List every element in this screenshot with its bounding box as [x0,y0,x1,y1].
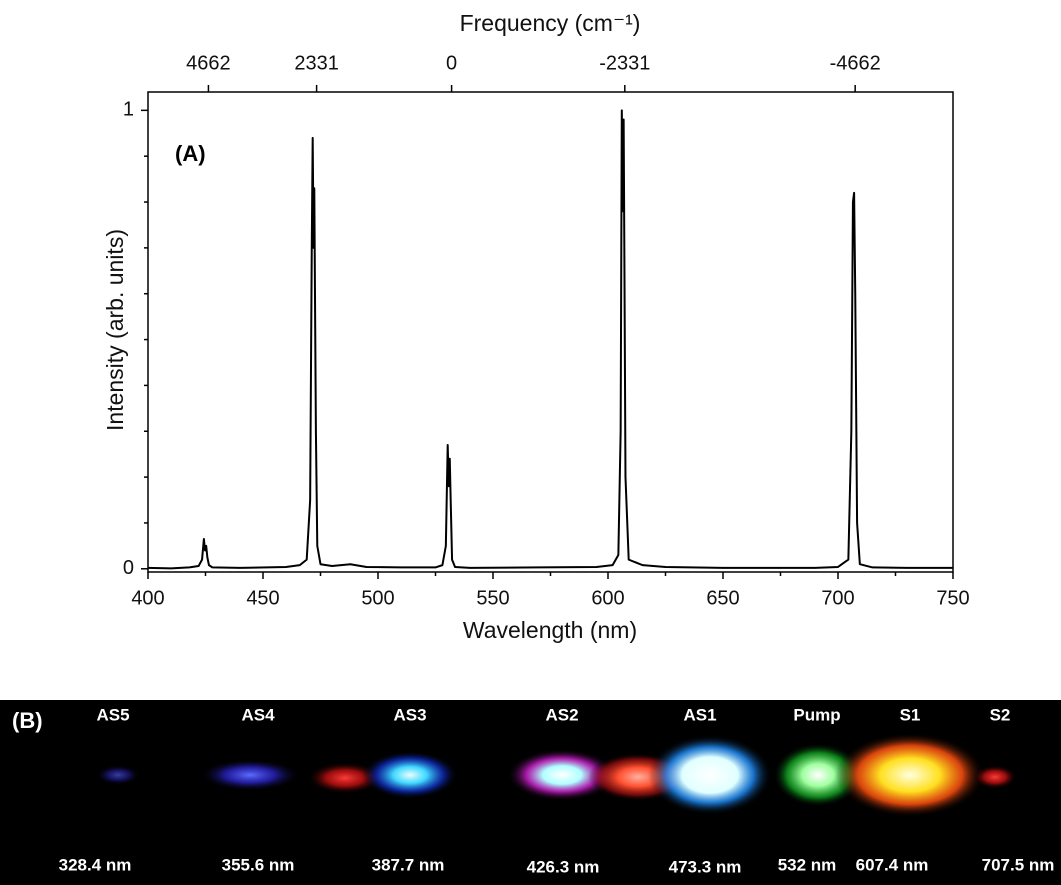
panel-label: (B) [12,708,43,733]
line-name: AS5 [96,705,129,724]
x-tick-label: 650 [706,587,739,609]
x2-tick-label: 0 [446,52,457,74]
line-name: S2 [990,705,1011,724]
spectrum-line [147,109,953,570]
x-tick-label: 550 [476,587,509,609]
line-name: AS4 [241,705,275,724]
line-name: AS3 [393,705,426,724]
y-axis-title: Intensity (arb. units) [102,229,128,431]
photo-panel: (B) AS5 AS4 AS3 AS2 AS1 Pump S1 S2 328.4… [0,700,1061,885]
line-name: S1 [900,705,921,724]
line-wavelength: 387.7 nm [372,855,445,874]
beam-spot [96,765,140,785]
x-tick-label: 500 [361,587,394,609]
x-tick-label: 400 [131,587,164,609]
line-name: Pump [793,705,840,724]
x-axis-title: Wavelength (nm) [463,617,637,643]
beam-spot [507,749,617,801]
y-tick-label: 1 [123,99,134,121]
line-wavelength: 355.6 nm [222,855,295,874]
beam-spot [362,751,458,799]
beam-spot [973,765,1017,789]
line-wavelength: 473.3 nm [669,857,742,876]
line-name: AS2 [545,705,578,724]
beam-spot [648,735,772,815]
line-wavelength: 328.4 nm [59,855,132,874]
x2-tick-label: -2331 [599,52,650,74]
line-name: AS1 [683,705,716,724]
panel-label: (A) [175,141,206,166]
line-wavelength: 426.3 nm [527,857,600,876]
x2-tick-label: -4662 [830,52,881,74]
x2-tick-label: 2331 [294,52,339,74]
x2-axis-title: Frequency (cm⁻¹) [460,10,641,36]
plot-frame [147,91,954,573]
x-tick-label: 750 [936,587,969,609]
beam-spot [773,743,863,807]
x-tick-label: 600 [591,587,624,609]
x-tick-label: 450 [246,587,279,609]
beam-spot [200,759,300,791]
line-wavelength: 532 nm [778,855,837,874]
x-tick-label: 700 [821,587,854,609]
line-wavelength: 607.4 nm [856,855,929,874]
x2-tick-label: 4662 [186,52,231,74]
line-wavelength: 707.5 nm [982,855,1055,874]
y-tick-label: 0 [123,557,134,579]
beam-spot [835,733,985,817]
